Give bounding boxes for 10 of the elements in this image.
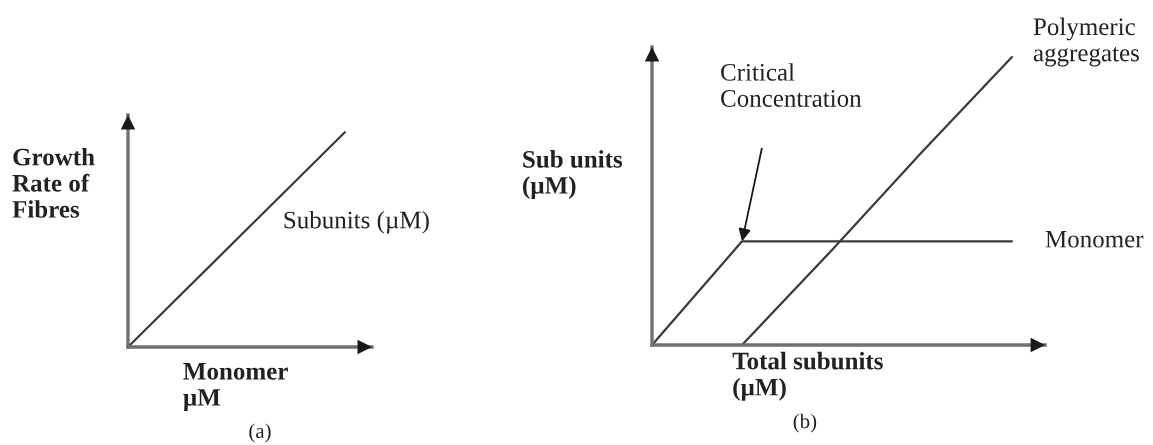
- series-label: Subunits (µM): [284, 210, 429, 234]
- y-axis-title: Sub units (µM): [523, 150, 623, 199]
- text: (a): [249, 423, 271, 443]
- series-label: Monomer: [1045, 230, 1144, 248]
- annotation: Critical Concentration: [721, 63, 862, 107]
- text: (b): [793, 413, 817, 433]
- x-axis-title: Monomer µM: [183, 363, 288, 411]
- series-label: Polymeric aggregates: [1033, 17, 1139, 67]
- x-axis-title: Total subunits (µM): [732, 351, 883, 401]
- y-axis-title: Growth Rate of Fibres: [12, 147, 95, 218]
